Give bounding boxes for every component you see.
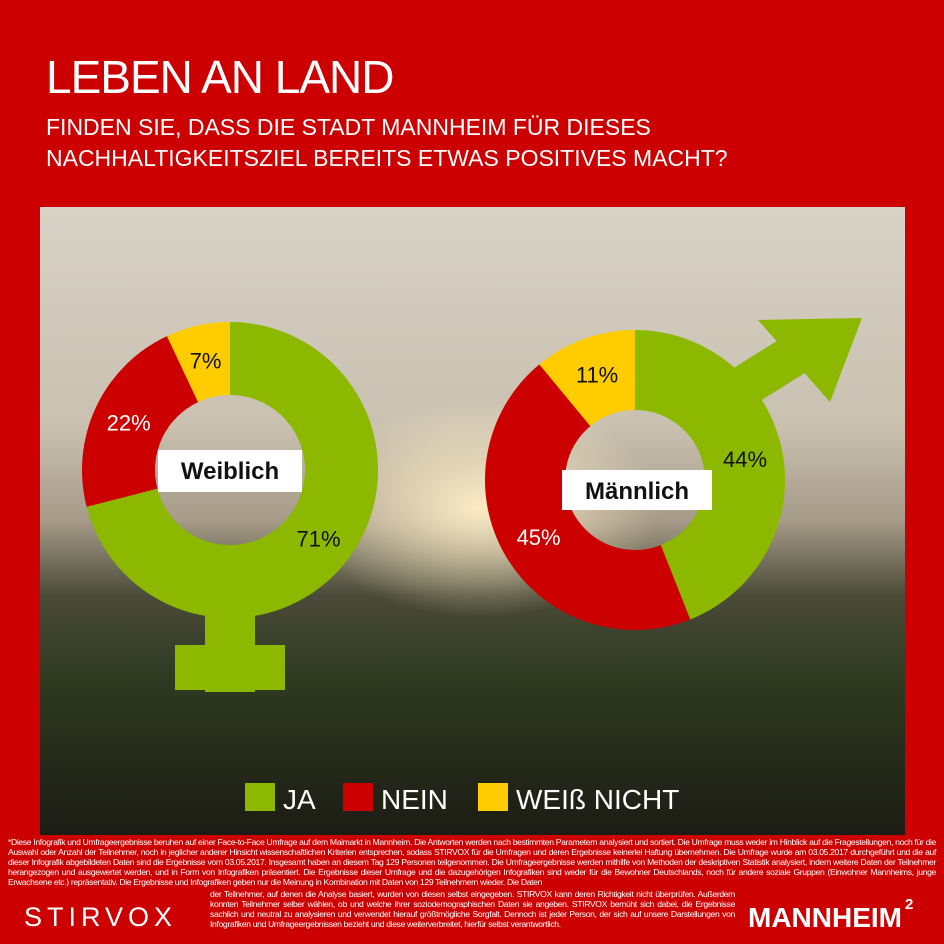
data-label: 45% — [517, 525, 561, 550]
stirvox-logo: STIRVOX — [24, 902, 178, 932]
legend-label: JA — [283, 784, 316, 815]
mannheim-logo-sup: 2 — [905, 896, 914, 913]
legend-label: NEIN — [381, 784, 448, 815]
question-line-2: NACHHALTIGKEITSZIEL BEREITS ETWAS POSITI… — [46, 145, 728, 171]
donut-title: Weiblich — [181, 458, 279, 485]
legend-swatch — [245, 783, 275, 811]
data-label: 11% — [576, 363, 618, 388]
legend-swatch — [478, 783, 508, 811]
donut-slice-ja — [86, 322, 378, 618]
mannheim-logo: MANNHEIM 2 — [748, 896, 913, 934]
donut-label-box — [158, 450, 302, 492]
mannheim-logo-text: MANNHEIM — [748, 902, 902, 933]
legend-label: WEIß NICHT — [516, 784, 679, 815]
donut-slice-wei-nicht — [166, 322, 230, 403]
question-line-1: FINDEN SIE, DASS DIE STADT MANNHEIM FÜR … — [46, 114, 651, 140]
donut-title: Männlich — [585, 478, 689, 505]
donut-slice-nein — [82, 336, 199, 507]
page-title: LEBEN AN LAND — [46, 51, 394, 103]
question: FINDEN SIE, DASS DIE STADT MANNHEIM FÜR … — [46, 112, 728, 174]
data-label: 44% — [723, 447, 767, 472]
data-label: 22% — [107, 410, 151, 435]
donut-label-box — [562, 470, 712, 510]
disclaimer-rest: der Teilnehmer, auf denen die Analyse ba… — [210, 889, 735, 929]
donut-slice-wei-nicht — [539, 330, 635, 427]
data-label: 7% — [190, 349, 222, 374]
donut-slice-nein — [485, 364, 691, 630]
data-label: 71% — [296, 527, 340, 552]
disclaimer-main: *Diese Infografik und Umfrageergebnisse … — [8, 837, 936, 887]
legend-swatch — [343, 783, 373, 811]
